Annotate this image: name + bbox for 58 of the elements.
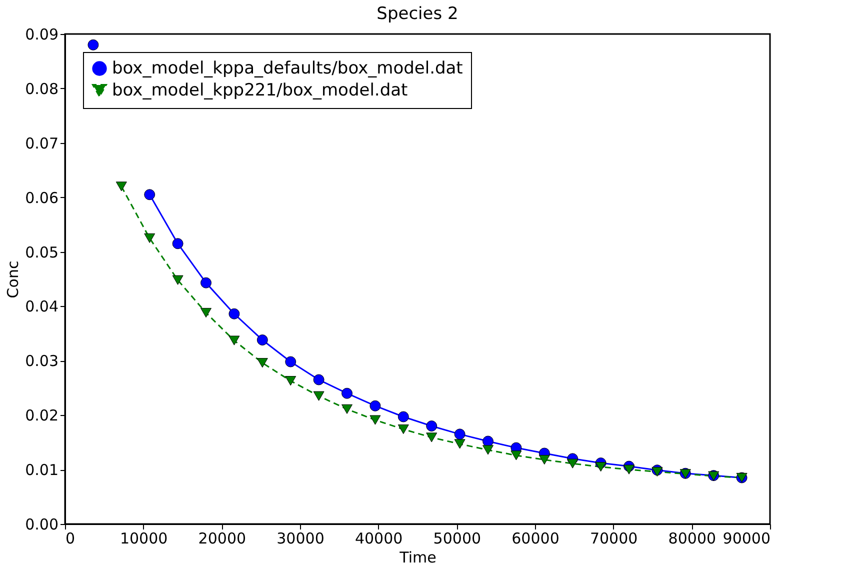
point bbox=[426, 432, 438, 442]
point bbox=[538, 454, 550, 465]
y-axis-title: Conc bbox=[4, 260, 22, 298]
point bbox=[398, 424, 409, 434]
y-tick-label: 0.05 bbox=[25, 243, 58, 262]
y-tick-label: 0.01 bbox=[25, 461, 58, 480]
point bbox=[510, 450, 522, 460]
x-tick-label: 40000 bbox=[354, 530, 403, 548]
x-tick-label: 10000 bbox=[120, 530, 168, 548]
y-tick-label: 0.06 bbox=[25, 188, 58, 207]
x-axis-title: Time bbox=[398, 548, 436, 566]
point bbox=[595, 462, 606, 472]
y-tick-label: 0.00 bbox=[25, 516, 58, 534]
x-tick-label: 70000 bbox=[590, 530, 638, 548]
x-tick-label: 0 bbox=[66, 530, 76, 548]
legend-label: box_model_kpp221/box_model.dat bbox=[112, 80, 408, 100]
y-tick-label: 0.03 bbox=[25, 352, 58, 370]
chart-title: Species 2 bbox=[376, 4, 458, 24]
point bbox=[200, 308, 212, 318]
point bbox=[228, 336, 240, 346]
point bbox=[256, 334, 268, 346]
x-tick-label: 30000 bbox=[276, 530, 324, 548]
legend-label: box_model_kppa_defaults/box_model.dat bbox=[112, 58, 464, 78]
point bbox=[285, 376, 296, 386]
point bbox=[370, 415, 381, 425]
point bbox=[482, 445, 494, 455]
point bbox=[624, 464, 634, 474]
point bbox=[144, 189, 156, 200]
y-tick-label: 0.04 bbox=[25, 298, 58, 316]
y-tick-label: 0.07 bbox=[25, 134, 58, 152]
point bbox=[342, 404, 352, 414]
point bbox=[116, 182, 127, 192]
y-tick-label: 0.08 bbox=[25, 80, 58, 98]
point bbox=[454, 439, 466, 449]
point bbox=[144, 233, 156, 243]
point bbox=[370, 400, 381, 412]
point bbox=[256, 358, 268, 368]
point bbox=[482, 436, 494, 447]
point bbox=[567, 458, 578, 468]
point bbox=[172, 238, 184, 250]
point bbox=[426, 420, 438, 432]
y-tick-label: 0.02 bbox=[25, 406, 58, 425]
point bbox=[454, 428, 466, 440]
point bbox=[313, 374, 324, 386]
x-tick-label: 20000 bbox=[198, 530, 246, 548]
point bbox=[200, 277, 212, 288]
point bbox=[313, 391, 324, 401]
point bbox=[228, 308, 240, 320]
point bbox=[172, 275, 184, 285]
x-tick-label: 60000 bbox=[512, 530, 560, 548]
point bbox=[285, 356, 296, 368]
x-tick-label: 50000 bbox=[433, 530, 482, 548]
point bbox=[398, 411, 409, 422]
y-tick-label: 0.09 bbox=[25, 26, 58, 44]
point bbox=[342, 388, 352, 399]
x-tick-label: 80000 bbox=[668, 530, 716, 548]
x-tick-label: 90000 bbox=[722, 530, 770, 548]
point bbox=[88, 39, 99, 50]
